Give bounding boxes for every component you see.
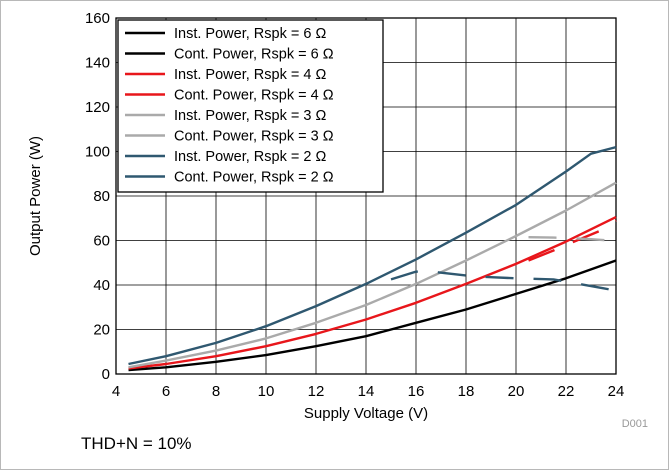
y-tick-label: 0 <box>102 366 110 383</box>
x-tick-label: 14 <box>358 383 375 400</box>
series-line-4 <box>528 219 617 262</box>
figure-id: D001 <box>622 418 648 430</box>
series-line-6 <box>528 236 617 243</box>
legend-box <box>117 19 384 193</box>
x-tick-label: 16 <box>408 383 425 400</box>
x-tick-label: 18 <box>458 383 475 400</box>
y-tick-label: 140 <box>85 55 110 72</box>
legend-label: Inst. Power, Rspk = 2 Ω <box>174 149 326 165</box>
y-tick-label: 20 <box>93 322 110 339</box>
x-tick-label: 4 <box>112 383 120 400</box>
x-tick-label: 22 <box>558 383 575 400</box>
series-line-1 <box>128 259 617 372</box>
x-tick-label: 10 <box>258 383 275 400</box>
x-tick-label: 24 <box>608 383 625 400</box>
x-tick-label: 12 <box>308 383 325 400</box>
y-tick-label: 120 <box>85 99 110 116</box>
x-tick-label: 20 <box>508 383 525 400</box>
plot-area-border <box>115 17 617 375</box>
y-tick-label: 160 <box>85 10 110 27</box>
y-tick-label: 80 <box>93 188 110 205</box>
y-tick-label: 40 <box>93 277 110 294</box>
x-tick-label: 8 <box>212 383 220 400</box>
x-axis-label: Supply Voltage (V) <box>304 405 428 422</box>
thd-condition-note: THD+N = 10% <box>81 434 192 453</box>
series-line-5 <box>128 181 617 369</box>
legend-label: Cont. Power, Rspk = 2 Ω <box>174 170 334 186</box>
legend-label: Inst. Power, Rspk = 3 Ω <box>174 108 326 124</box>
y-tick-label: 100 <box>85 144 110 161</box>
series-line-7 <box>128 145 617 366</box>
y-axis-label: Output Power (W) <box>27 136 44 256</box>
legend-label: Cont. Power, Rspk = 4 Ω <box>174 88 334 104</box>
series-line-3 <box>128 216 617 370</box>
legend-label: Cont. Power, Rspk = 3 Ω <box>174 129 334 145</box>
y-tick-label: 60 <box>93 233 110 250</box>
legend-label: Cont. Power, Rspk = 6 Ω <box>174 47 334 63</box>
legend-label: Inst. Power, Rspk = 4 Ω <box>174 67 326 83</box>
legend-label: Inst. Power, Rspk = 6 Ω <box>174 26 326 42</box>
x-tick-label: 6 <box>162 383 170 400</box>
series-line-8 <box>390 270 617 292</box>
